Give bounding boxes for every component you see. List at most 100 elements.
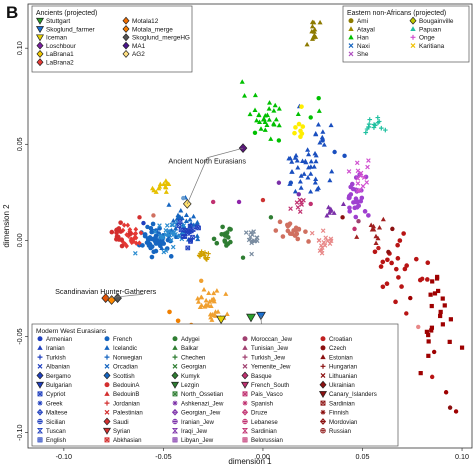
data-point <box>430 279 435 284</box>
iceman-marker <box>216 315 227 325</box>
data-point <box>385 257 390 263</box>
legend-item: Belorussian <box>242 437 283 444</box>
legend-label: Tuscan <box>46 428 66 435</box>
data-point <box>178 227 184 233</box>
data-point <box>157 184 163 189</box>
legend-label: Canary_Islanders <box>329 391 377 398</box>
legend-label: Skoglund_farmer <box>46 26 96 33</box>
legend-label: MA1 <box>132 43 146 50</box>
legend-marker <box>172 437 178 443</box>
data-point <box>114 236 119 242</box>
data-point <box>201 286 207 292</box>
data-point <box>340 201 346 207</box>
legend-label: Druze <box>251 410 268 417</box>
data-point <box>276 122 282 128</box>
legend-label: BedouinA <box>113 382 140 389</box>
data-point <box>277 219 283 225</box>
data-point <box>404 263 409 268</box>
data-point <box>298 173 304 178</box>
data-point <box>197 254 203 259</box>
legend-item: Armenian <box>37 336 72 343</box>
data-point <box>287 231 293 236</box>
data-point <box>373 240 379 245</box>
data-point <box>366 121 372 127</box>
data-point <box>303 159 309 165</box>
data-point <box>118 229 124 234</box>
data-point <box>358 173 363 179</box>
data-point <box>352 205 358 211</box>
data-point <box>209 311 215 317</box>
legend-marker <box>320 373 326 378</box>
data-point <box>299 104 304 109</box>
data-point <box>121 222 127 228</box>
data-point <box>181 195 186 201</box>
legend-label: English <box>46 437 66 444</box>
legend-item: Georgian_Jew <box>171 408 221 417</box>
legend-marker <box>104 400 110 406</box>
data-point <box>145 224 150 230</box>
data-point <box>300 124 306 129</box>
data-point <box>363 130 369 135</box>
legend-label: Estonian <box>329 354 353 361</box>
data-point <box>305 147 311 152</box>
x-tick-label: 0.00 <box>256 452 270 461</box>
series-onge <box>346 158 371 194</box>
data-point <box>380 259 386 265</box>
legend-marker <box>104 345 110 350</box>
legend-label: Pais_Vasco <box>251 391 283 398</box>
data-point <box>173 225 179 231</box>
data-point <box>127 227 133 233</box>
data-point <box>331 210 337 215</box>
legend-item: Lithuanian <box>320 373 357 380</box>
legend-box <box>31 323 399 447</box>
data-point <box>164 223 170 228</box>
y-tick-label: 0.05 <box>15 137 24 151</box>
data-point <box>210 199 216 205</box>
data-point <box>109 229 115 235</box>
data-point <box>380 284 386 290</box>
legend-item: Motala12 <box>122 16 159 25</box>
data-point <box>121 239 126 246</box>
data-point <box>248 230 254 235</box>
legend-item: Sardinian <box>320 400 355 407</box>
data-point <box>289 169 295 174</box>
data-point <box>425 277 430 282</box>
legend-item: Lebanese <box>242 419 278 426</box>
data-point <box>220 224 225 230</box>
data-point <box>157 233 163 239</box>
data-point <box>396 275 401 280</box>
legend-marker <box>37 345 43 350</box>
data-point <box>280 234 286 239</box>
legend-label: Basque <box>251 373 272 380</box>
legend-marker <box>35 17 45 25</box>
data-point <box>306 151 312 157</box>
legend-item: Bulgarian <box>35 381 72 389</box>
legend-label: Bougainville <box>419 18 454 25</box>
data-point <box>262 119 268 124</box>
data-point <box>298 185 304 190</box>
data-point <box>163 189 169 194</box>
legend-item: English <box>37 437 66 444</box>
data-point <box>195 236 201 242</box>
stuttgart-marker <box>246 313 256 323</box>
data-point <box>211 236 217 242</box>
data-point <box>179 215 185 221</box>
data-point <box>317 19 323 25</box>
data-point <box>248 234 253 240</box>
x-tick-label: 0.05 <box>355 452 369 461</box>
series-maltese <box>196 249 211 262</box>
data-point <box>276 180 282 185</box>
data-point <box>175 215 181 220</box>
data-point <box>358 198 364 204</box>
data-point <box>249 251 254 257</box>
legend-item: Tunisian_Jew <box>242 345 289 352</box>
legend-label: Scottish <box>113 373 135 380</box>
legends: Ancients (projected)StuttgartSkoglund_fa… <box>31 5 470 447</box>
data-point <box>133 226 139 232</box>
data-point <box>375 115 381 120</box>
legend-item: MA1 <box>122 41 146 50</box>
data-point <box>366 124 371 130</box>
data-point <box>151 249 157 255</box>
legend-item: AG2 <box>122 49 145 58</box>
